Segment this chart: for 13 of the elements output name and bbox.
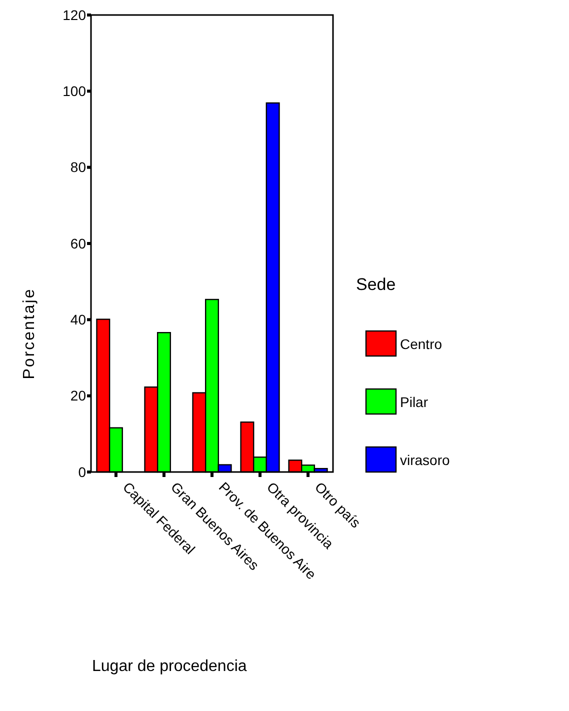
y-tick-label: 80 — [70, 159, 86, 176]
legend-label: Pilar — [400, 394, 428, 410]
y-tick-label: 40 — [70, 312, 86, 328]
y-tick-label: 0 — [78, 464, 86, 480]
legend-label: Centro — [400, 336, 442, 352]
y-tick-label: 60 — [70, 235, 86, 252]
y-axis-title: Porcentaje — [21, 288, 38, 380]
x-axis-title: Lugar de procedencia — [92, 658, 247, 675]
legend-label: virasoro — [400, 452, 450, 468]
legend-title: Sede — [356, 275, 396, 294]
y-tick-label: 100 — [62, 83, 86, 100]
y-tick-label: 120 — [62, 6, 86, 23]
y-tick-label: 20 — [70, 388, 86, 404]
